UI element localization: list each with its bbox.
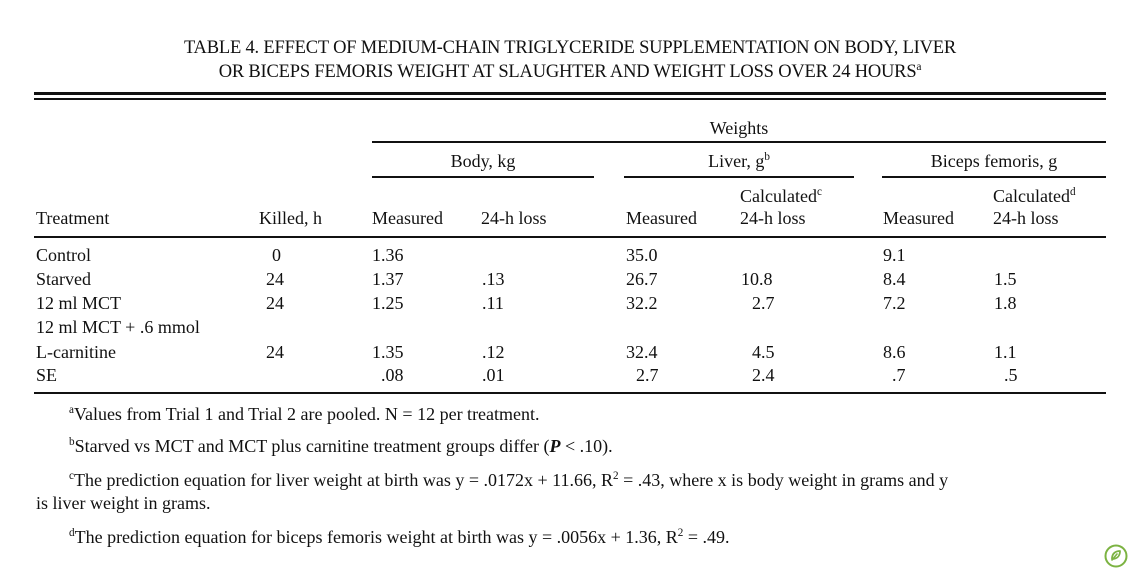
col-header-treatment: Treatment: [36, 208, 110, 228]
footnote-a: aValues from Trial 1 and Trial 2 are poo…: [69, 404, 540, 424]
col-header-liver-calculated: Calculatedc: [740, 186, 822, 206]
header-weights: Weights: [709, 118, 769, 138]
col-header-liver-measured: Measured: [626, 208, 697, 228]
cell-biceps-measured: 9.1: [883, 245, 906, 265]
cell-biceps-measured: 7.2: [883, 293, 906, 313]
cell-body-measured: 1.35: [372, 342, 404, 362]
cell-liver-measured: 32.2: [626, 293, 658, 313]
cell-body-measured: .08: [381, 365, 404, 385]
cell-body-loss: .11: [482, 293, 504, 313]
col-header-killed: Killed, h: [259, 208, 322, 228]
cell-biceps-loss: 1.5: [994, 269, 1017, 289]
table-title-line-1: TABLE 4. EFFECT OF MEDIUM-CHAIN TRIGLYCE…: [183, 38, 957, 58]
top-rule-thin: [34, 98, 1106, 100]
table-title-line-2: OR BICEPS FEMORIS WEIGHT AT SLAUGHTER AN…: [218, 60, 922, 82]
biceps-group-rule: [882, 176, 1106, 178]
cell-body-loss: .01: [482, 365, 505, 385]
cell-treatment: Starved: [36, 269, 91, 289]
cell-biceps-measured: .7: [892, 365, 906, 385]
top-rule-thick: [34, 92, 1106, 95]
cell-body-loss: .13: [482, 269, 505, 289]
cell-killed: 24: [266, 342, 284, 362]
leaf-badge-icon: [1104, 544, 1128, 568]
cell-liver-measured: 26.7: [626, 269, 658, 289]
footnote-c: cThe prediction equation for liver weigh…: [69, 470, 949, 490]
footnote-d: dThe prediction equation for biceps femo…: [69, 527, 730, 547]
cell-treatment: L-carnitine: [36, 342, 116, 362]
liver-group-rule: [624, 176, 854, 178]
footnote-b: bStarved vs MCT and MCT plus carnitine t…: [69, 436, 613, 456]
cell-killed: 0: [272, 245, 281, 265]
col-header-biceps-calculated: Calculatedd: [993, 186, 1076, 206]
cell-liver-measured: 35.0: [626, 245, 658, 265]
cell-treatment: 12 ml MCT + .6 mmol: [36, 317, 200, 337]
cell-biceps-measured: 8.4: [883, 269, 906, 289]
cell-body-measured: 1.37: [372, 269, 404, 289]
header-liver-group: Liver, gb: [708, 151, 770, 171]
cell-liver-measured: 2.7: [636, 365, 659, 385]
header-bottom-rule: [34, 236, 1106, 238]
weights-rule: [372, 141, 1106, 143]
cell-body-measured: 1.25: [372, 293, 404, 313]
cell-treatment: Control: [36, 245, 92, 265]
cell-biceps-loss: .5: [1004, 365, 1018, 385]
footnote-c-continuation: is liver weight in grams.: [36, 493, 211, 513]
col-header-liver-loss: 24-h loss: [740, 208, 806, 228]
cell-biceps-loss: 1.8: [994, 293, 1017, 313]
cell-biceps-loss: 1.1: [994, 342, 1017, 362]
col-header-body-loss: 24-h loss: [481, 208, 547, 228]
table-bottom-rule: [34, 392, 1106, 394]
title-footnote-mark: a: [916, 60, 922, 73]
col-header-body-measured: Measured: [372, 208, 443, 228]
col-header-biceps-measured: Measured: [883, 208, 954, 228]
col-header-biceps-loss: 24-h loss: [993, 208, 1059, 228]
header-body-group: Body, kg: [450, 151, 516, 171]
cell-liver-loss: 10.8: [741, 269, 773, 289]
cell-liver-loss: 2.7: [752, 293, 775, 313]
cell-treatment: 12 ml MCT: [36, 293, 122, 313]
cell-body-loss: .12: [482, 342, 505, 362]
cell-treatment: SE: [36, 365, 58, 385]
cell-liver-loss: 2.4: [752, 365, 775, 385]
cell-liver-measured: 32.4: [626, 342, 658, 362]
cell-body-measured: 1.36: [372, 245, 404, 265]
cell-biceps-measured: 8.6: [883, 342, 906, 362]
cell-liver-loss: 4.5: [752, 342, 775, 362]
cell-killed: 24: [266, 293, 284, 313]
cell-killed: 24: [266, 269, 284, 289]
header-biceps-group: Biceps femoris, g: [930, 151, 1058, 171]
body-group-rule: [372, 176, 594, 178]
